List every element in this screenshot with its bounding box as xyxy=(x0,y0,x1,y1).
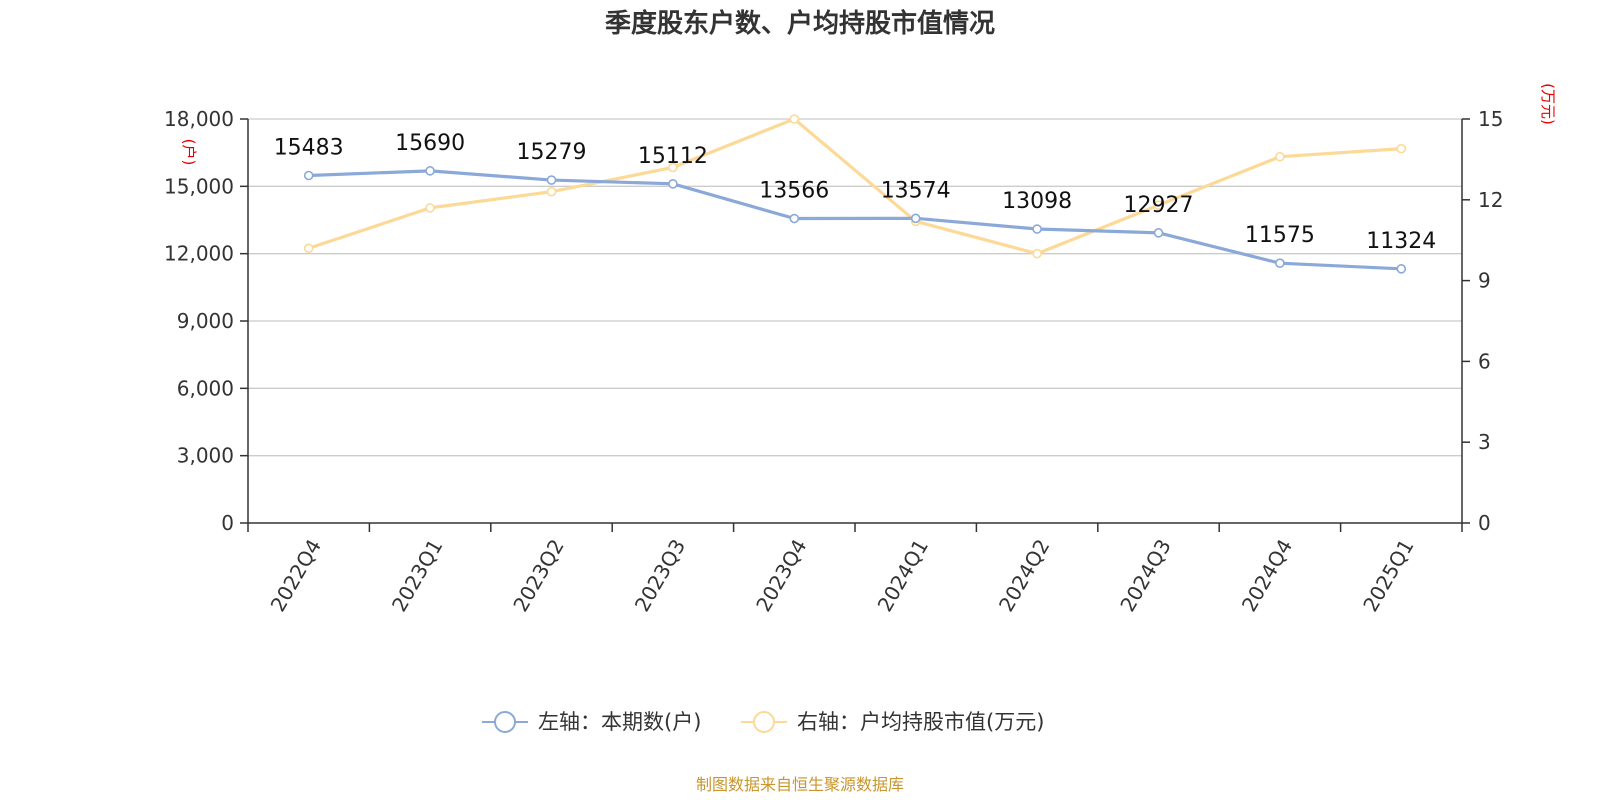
right-axis-unit-text: (万元) xyxy=(1539,83,1557,125)
series-point-left xyxy=(910,213,921,224)
series-point-right xyxy=(425,203,435,213)
series-point-right xyxy=(546,186,557,197)
x-tick-label: 2023Q1 xyxy=(387,535,447,616)
series-point-right xyxy=(668,162,678,173)
series-point-right xyxy=(303,243,314,254)
series-point-left xyxy=(668,179,678,189)
left-tick-label: 3,000 xyxy=(177,444,234,468)
legend[interactable]: 左轴：本期数(户) 右轴：户均持股市值(万元) xyxy=(482,710,1044,734)
series-point-left xyxy=(789,213,800,224)
legend-circle-icon xyxy=(753,711,775,733)
left-tick-label: 12,000 xyxy=(164,242,234,266)
series-point-left xyxy=(303,170,314,181)
x-tick-label: 2024Q4 xyxy=(1237,535,1297,616)
data-labels: 15483 15690 15279 15112 13566 13574 13098 12927… xyxy=(274,131,1437,254)
x-tick-label: 2024Q1 xyxy=(873,535,933,616)
series-point-left xyxy=(425,166,435,176)
right-axis-unit: (万元) xyxy=(1539,83,1557,125)
series-line-left xyxy=(308,169,1402,271)
gridlines xyxy=(248,118,1462,457)
data-label: 15483 xyxy=(274,135,344,160)
left-tick-label: 6,000 xyxy=(177,376,234,400)
data-label: 13574 xyxy=(881,178,951,203)
series-line-right xyxy=(308,117,1402,256)
data-label: 13098 xyxy=(1002,189,1072,214)
axes: 0 3,000 6,000 9,000 12,000 15,000 18,000 0 3 6 9 12… xyxy=(164,107,1503,616)
x-tick-label: 2025Q1 xyxy=(1358,535,1418,616)
legend-item-left[interactable]: 左轴：本期数(户) xyxy=(482,710,701,734)
right-tick-label: 15 xyxy=(1478,107,1503,131)
x-tick-label: 2022Q4 xyxy=(266,535,326,616)
series-point-left xyxy=(1153,228,1164,238)
data-label: 15112 xyxy=(638,144,708,169)
series-point-right xyxy=(1396,143,1407,154)
chart-title: 季度股东户数、户均持股市值情况 xyxy=(605,8,995,39)
right-tick-label: 9 xyxy=(1478,269,1491,293)
right-tick-label: 0 xyxy=(1478,511,1491,535)
x-tick-label: 2023Q3 xyxy=(630,535,690,616)
data-label: 15279 xyxy=(517,140,587,165)
series-point-right xyxy=(1032,248,1042,259)
left-tick-label: 18,000 xyxy=(164,107,234,131)
x-tick-label: 2024Q3 xyxy=(1115,535,1175,616)
left-axis-unit-text: (户) xyxy=(180,139,198,166)
series-point-right xyxy=(1275,151,1285,162)
data-label: 13566 xyxy=(759,179,829,204)
legend-item-right[interactable]: 右轴：户均持股市值(万元) xyxy=(741,710,1044,734)
right-tick-label: 3 xyxy=(1478,430,1491,454)
left-tick-label: 15,000 xyxy=(164,174,234,198)
series-point-left xyxy=(1396,264,1407,274)
left-axis-unit: (户) xyxy=(180,139,198,166)
data-label: 12927 xyxy=(1124,193,1194,218)
left-tick-label: 9,000 xyxy=(177,309,234,333)
x-tick-label: 2024Q2 xyxy=(994,535,1054,616)
x-tick-label: 2023Q4 xyxy=(751,535,811,616)
legend-label: 左轴：本期数(户) xyxy=(538,710,701,734)
legend-circle-icon xyxy=(494,711,516,733)
series-point-left xyxy=(546,175,557,185)
series-left-holders xyxy=(303,166,1407,274)
data-label: 11575 xyxy=(1245,223,1315,248)
series-point-left xyxy=(1032,224,1042,234)
series-point-left xyxy=(1275,258,1285,269)
left-tick-label: 0 xyxy=(221,511,234,535)
right-tick-label: 12 xyxy=(1478,188,1503,212)
x-tick-label: 2023Q2 xyxy=(508,535,568,616)
right-tick-label: 6 xyxy=(1478,349,1491,373)
series-right-avg-value xyxy=(303,114,1407,259)
series-point-right xyxy=(789,114,800,124)
source-note: 制图数据来自恒生聚源数据库 xyxy=(696,775,904,794)
data-label: 15690 xyxy=(395,131,465,156)
data-label: 11324 xyxy=(1366,229,1436,254)
legend-label: 右轴：户均持股市值(万元) xyxy=(797,710,1044,734)
series-point-right xyxy=(1153,200,1164,210)
